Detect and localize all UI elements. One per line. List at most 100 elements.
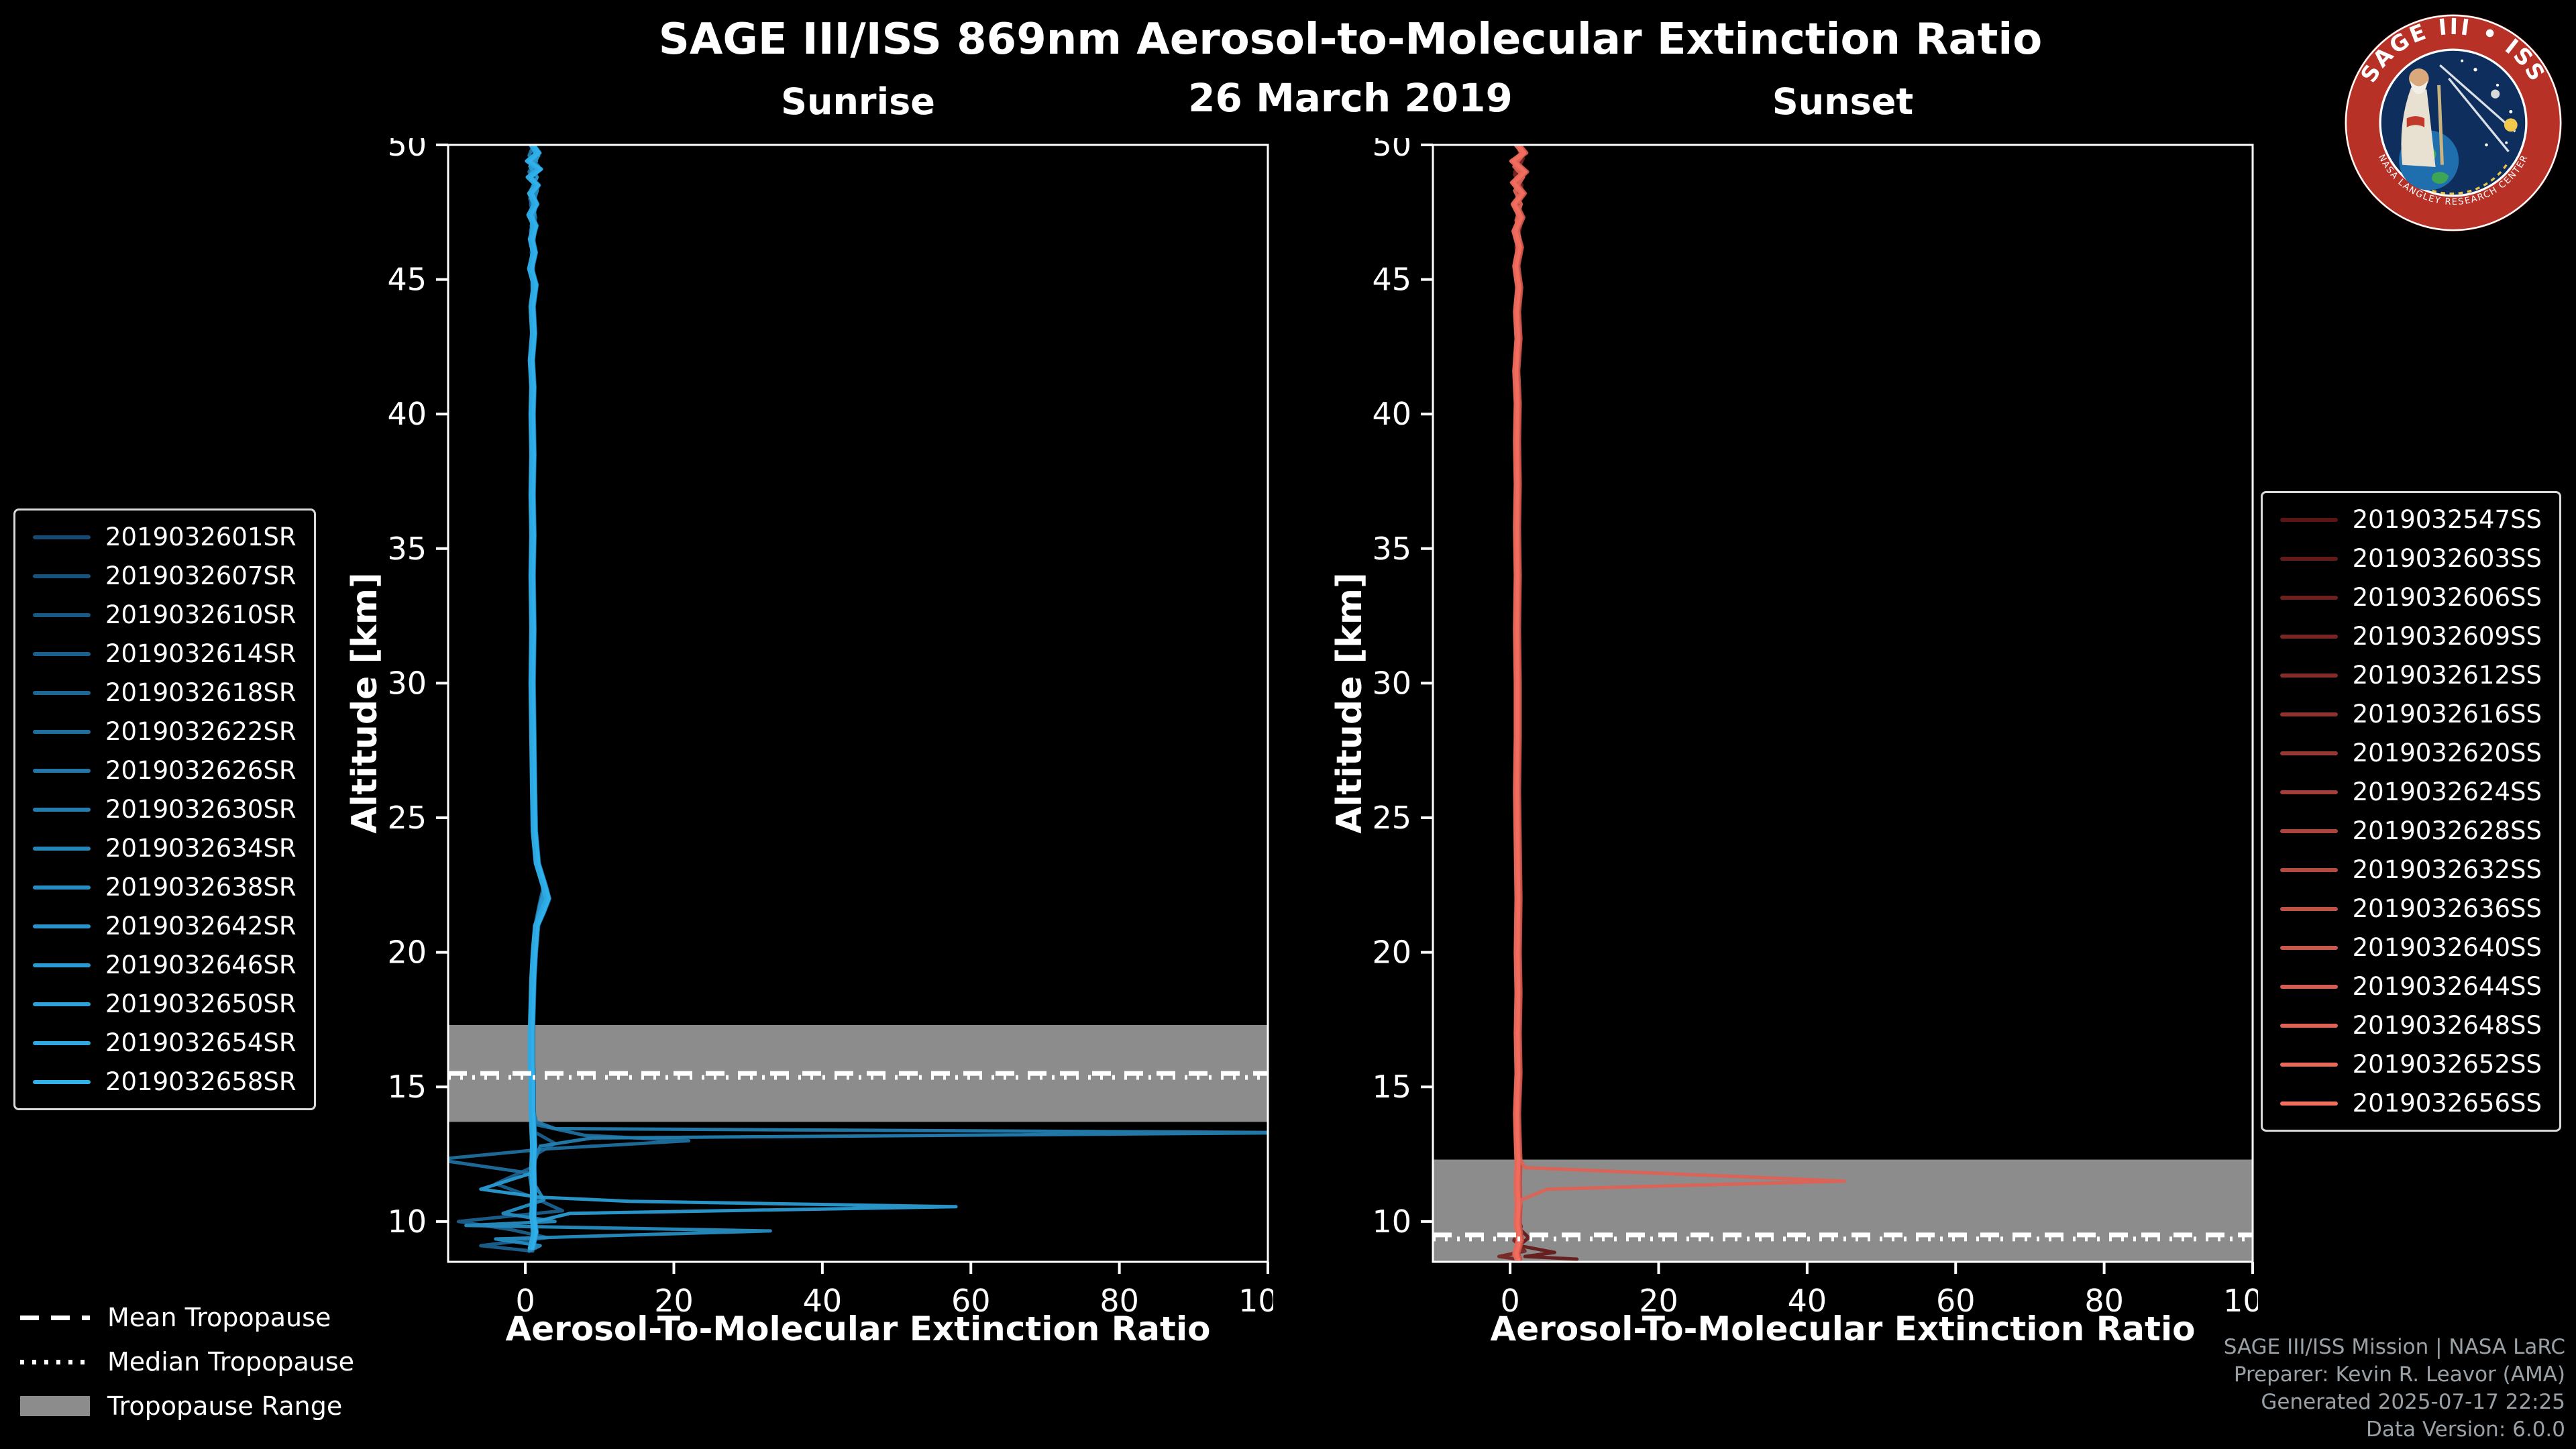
legend-swatch bbox=[2279, 595, 2338, 600]
y-tick-label: 10 bbox=[387, 1203, 427, 1240]
y-tick-label: 20 bbox=[1372, 934, 1411, 971]
x-tick-label: 0 bbox=[1500, 1283, 1519, 1319]
sunrise-panel-title: Sunrise bbox=[781, 80, 935, 123]
legend-label: 2019032614SR bbox=[105, 639, 297, 668]
x-tick-label: 80 bbox=[1099, 1283, 1139, 1319]
legend-label: 2019032648SS bbox=[2352, 1011, 2542, 1040]
legend-item: 2019032642SR bbox=[33, 912, 297, 941]
y-tick-label: 35 bbox=[1372, 531, 1411, 567]
legend-item: 2019032636SS bbox=[2279, 894, 2542, 923]
legend-swatch bbox=[2279, 712, 2338, 716]
legend-label: 2019032636SS bbox=[2352, 894, 2542, 923]
legend-label: 2019032638SR bbox=[105, 873, 297, 902]
tropopause-range-legend-item: Tropopause Range bbox=[20, 1391, 354, 1421]
y-tick-label: 25 bbox=[1372, 800, 1411, 836]
y-tick-label: 40 bbox=[1372, 396, 1411, 432]
legend-swatch bbox=[2279, 984, 2338, 989]
legend-label: 2019032644SS bbox=[2352, 972, 2542, 1001]
legend-item: 2019032622SR bbox=[33, 717, 297, 746]
y-tick-label: 50 bbox=[1372, 138, 1411, 163]
legend-item: 2019032614SR bbox=[33, 639, 297, 668]
series-line bbox=[1509, 145, 1525, 1261]
x-tick-label: 20 bbox=[654, 1283, 694, 1319]
legend-label: 2019032652SS bbox=[2352, 1050, 2542, 1079]
legend-label: 2019032603SS bbox=[2352, 544, 2542, 573]
legend-swatch bbox=[2279, 1062, 2338, 1067]
credits-preparer: Preparer: Kevin R. Leavor (AMA) bbox=[2233, 1362, 2565, 1387]
sunrise-x-axis-label: Aerosol-To-Molecular Extinction Ratio bbox=[505, 1309, 1211, 1348]
sunset-panel-title: Sunset bbox=[1772, 80, 1914, 123]
legend-item: 2019032646SR bbox=[33, 951, 297, 979]
legend-label: 2019032634SR bbox=[105, 834, 297, 863]
mean-tropopause-label: Mean Tropopause bbox=[107, 1303, 331, 1332]
legend-item: 2019032652SS bbox=[2279, 1050, 2542, 1079]
y-tick-label: 30 bbox=[1372, 665, 1411, 701]
x-tick-label: 0 bbox=[515, 1283, 535, 1319]
legend-item: 2019032630SR bbox=[33, 795, 297, 824]
legend-swatch bbox=[2279, 1101, 2338, 1106]
median-tropopause-legend-item: Median Tropopause bbox=[20, 1347, 354, 1377]
y-tick-label: 35 bbox=[387, 531, 427, 567]
legend-item: 2019032658SR bbox=[33, 1067, 297, 1096]
y-tick-label: 10 bbox=[1372, 1203, 1411, 1240]
legend-item: 2019032638SR bbox=[33, 873, 297, 902]
y-tick-label: 20 bbox=[387, 934, 427, 971]
sunset-x-axis-label: Aerosol-To-Molecular Extinction Ratio bbox=[1490, 1309, 2196, 1348]
x-tick-label: 80 bbox=[2084, 1283, 2124, 1319]
legend-swatch bbox=[2279, 1023, 2338, 1028]
logo-orbit-arc bbox=[2408, 160, 2510, 195]
y-tick-label: 15 bbox=[387, 1069, 427, 1105]
legend-label: 2019032642SR bbox=[105, 912, 297, 941]
sunrise-legend: 2019032601SR 2019032607SR 2019032610SR 2019… bbox=[13, 508, 316, 1110]
legend-label: 2019032610SR bbox=[105, 600, 297, 629]
tropopause-range-band bbox=[1433, 1159, 2253, 1262]
gray-band-swatch bbox=[20, 1396, 90, 1416]
legend-label: 2019032618SR bbox=[105, 678, 297, 707]
sunrise-chart: 10 15 20 25 30 35 40 45 50 0 20 40 60 80 100 bbox=[387, 138, 1273, 1319]
legend-swatch bbox=[2279, 906, 2338, 911]
legend-item: 2019032624SS bbox=[2279, 777, 2542, 806]
legend-label: 2019032640SS bbox=[2352, 933, 2542, 962]
legend-item: 2019032607SR bbox=[33, 561, 297, 590]
credits-version: Data Version: 6.0.0 bbox=[2365, 1417, 2565, 1442]
legend-swatch bbox=[33, 963, 91, 967]
x-tick-label: 40 bbox=[803, 1283, 843, 1319]
y-tick-label: 40 bbox=[387, 396, 427, 432]
series-line bbox=[1511, 145, 1527, 1261]
legend-swatch bbox=[33, 690, 91, 695]
figure-title: SAGE III/ISS 869nm Aerosol-to-Molecular … bbox=[658, 15, 2043, 64]
legend-item: 2019032612SS bbox=[2279, 661, 2542, 690]
y-tick-label: 45 bbox=[387, 262, 427, 298]
plot-border bbox=[1432, 144, 2254, 1263]
legend-item: 2019032626SR bbox=[33, 756, 297, 785]
legend-swatch bbox=[33, 807, 91, 812]
legend-label: 2019032646SR bbox=[105, 951, 297, 979]
legend-label: 2019032632SS bbox=[2352, 855, 2542, 884]
legend-item: 2019032650SR bbox=[33, 989, 297, 1018]
legend-item: 2019032603SS bbox=[2279, 544, 2542, 573]
legend-item: 2019032616SS bbox=[2279, 700, 2542, 729]
legend-item: 2019032547SS bbox=[2279, 505, 2542, 534]
x-tick-label: 60 bbox=[951, 1283, 991, 1319]
legend-swatch bbox=[33, 535, 91, 539]
x-tick-label: 20 bbox=[1639, 1283, 1678, 1319]
legend-item: 2019032606SS bbox=[2279, 583, 2542, 612]
legend-swatch bbox=[2279, 634, 2338, 639]
logo-stars bbox=[2461, 59, 2513, 147]
legend-label: 2019032612SS bbox=[2352, 661, 2542, 690]
legend-label: 2019032547SS bbox=[2352, 505, 2542, 534]
logo-orbit-streaks bbox=[2439, 64, 2516, 152]
tropopause-legend: Mean Tropopause Median Tropopause Tropop… bbox=[20, 1303, 354, 1421]
legend-label: 2019032626SR bbox=[105, 756, 297, 785]
dashed-line-swatch bbox=[20, 1315, 90, 1320]
sage-iii-iss-logo: SAGE III • ISS NASA LANGLEY RESEARCH CEN… bbox=[2345, 13, 2562, 231]
dotted-line-swatch bbox=[20, 1359, 90, 1364]
y-tick-label: 25 bbox=[387, 800, 427, 836]
legend-label: 2019032624SS bbox=[2352, 777, 2542, 806]
legend-item: 2019032620SS bbox=[2279, 739, 2542, 767]
y-tick-label: 30 bbox=[387, 665, 427, 701]
legend-swatch bbox=[2279, 945, 2338, 950]
legend-label: 2019032607SR bbox=[105, 561, 297, 590]
legend-label: 2019032601SR bbox=[105, 523, 297, 551]
legend-item: 2019032609SS bbox=[2279, 622, 2542, 651]
